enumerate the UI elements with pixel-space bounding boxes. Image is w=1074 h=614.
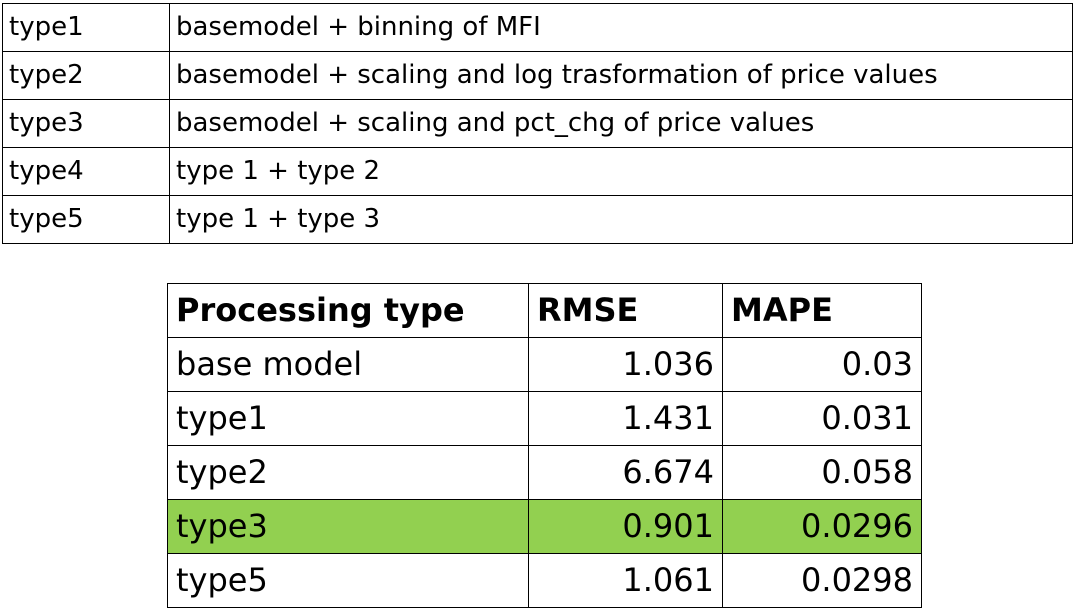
- mape-cell: 0.03: [722, 337, 922, 392]
- mape-cell: 0.0298: [722, 553, 922, 608]
- header-processing-type: Processing type: [167, 283, 529, 338]
- table-row: type5 1.061 0.0298: [167, 553, 922, 608]
- processing-type-cell: type3: [167, 499, 529, 554]
- table-row: type1 basemodel + binning of MFI: [2, 3, 1073, 52]
- highlighted-table-row: type3 0.901 0.0296: [167, 499, 922, 554]
- type-name-cell: type5: [2, 195, 170, 244]
- rmse-cell: 1.061: [528, 553, 723, 608]
- processing-type-cell: type2: [167, 445, 529, 500]
- table-row: type2 basemodel + scaling and log trasfo…: [2, 51, 1073, 100]
- processing-type-cell: base model: [167, 337, 529, 392]
- rmse-cell: 6.674: [528, 445, 723, 500]
- rmse-cell: 1.431: [528, 391, 723, 446]
- type-name-cell: type4: [2, 147, 170, 196]
- type-name-cell: type3: [2, 99, 170, 148]
- mape-cell: 0.0296: [722, 499, 922, 554]
- rmse-cell: 1.036: [528, 337, 723, 392]
- table-row: type1 1.431 0.031: [167, 391, 922, 446]
- mape-cell: 0.031: [722, 391, 922, 446]
- header-rmse: RMSE: [528, 283, 723, 338]
- type-description-cell: basemodel + binning of MFI: [169, 3, 1073, 52]
- rmse-cell: 0.901: [528, 499, 723, 554]
- header-row: Processing type RMSE MAPE: [167, 283, 922, 338]
- type-description-cell: basemodel + scaling and pct_chg of price…: [169, 99, 1073, 148]
- table-row: type3 basemodel + scaling and pct_chg of…: [2, 99, 1073, 148]
- table-row: type4 type 1 + type 2: [2, 147, 1073, 196]
- type-description-cell: type 1 + type 3: [169, 195, 1073, 244]
- table-row: base model 1.036 0.03: [167, 337, 922, 392]
- type-description-cell: type 1 + type 2: [169, 147, 1073, 196]
- results-table: Processing type RMSE MAPE base model 1.0…: [167, 283, 922, 608]
- table-row: type2 6.674 0.058: [167, 445, 922, 500]
- header-mape: MAPE: [722, 283, 922, 338]
- type-definitions-table: type1 basemodel + binning of MFI type2 b…: [2, 3, 1073, 244]
- type-name-cell: type2: [2, 51, 170, 100]
- processing-type-cell: type1: [167, 391, 529, 446]
- mape-cell: 0.058: [722, 445, 922, 500]
- type-name-cell: type1: [2, 3, 170, 52]
- type-description-cell: basemodel + scaling and log trasformatio…: [169, 51, 1073, 100]
- processing-type-cell: type5: [167, 553, 529, 608]
- table-row: type5 type 1 + type 3: [2, 195, 1073, 244]
